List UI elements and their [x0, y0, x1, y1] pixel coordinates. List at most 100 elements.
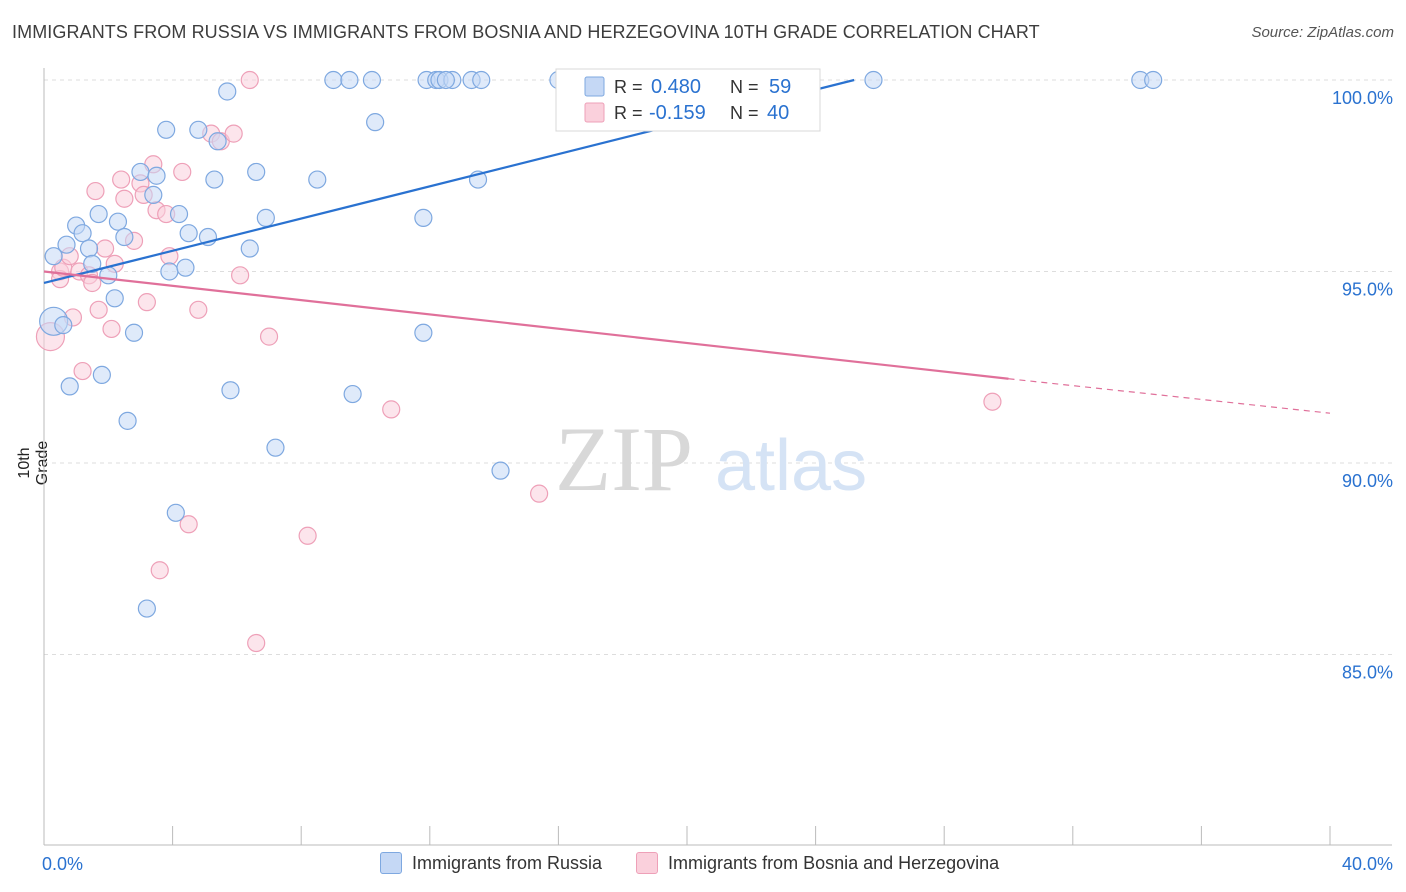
watermark-atlas: atlas — [715, 426, 867, 506]
source-label: Source: ZipAtlas.com — [1251, 24, 1394, 41]
grid-lines — [44, 79, 1392, 655]
tick-labels: 85.0% 90.0% 95.0% 100.0% 0.0% 40.0% — [42, 88, 1393, 874]
legend-bosnia-r-label: R = — [614, 103, 643, 123]
bosnia-point-34 — [247, 633, 266, 653]
russia-point-53 — [491, 461, 510, 480]
legend-russia-r-label: R = — [614, 77, 643, 97]
bosnia-point-20 — [137, 293, 156, 312]
bosnia-trend-extension — [1008, 378, 1331, 414]
russia-point-25 — [176, 258, 195, 277]
russia-point-58 — [1144, 70, 1163, 90]
russia-point-17 — [131, 162, 150, 182]
axes — [43, 68, 1392, 846]
russia-point-0 — [44, 247, 63, 266]
russia-point-44 — [414, 323, 433, 342]
series-russia-points — [39, 70, 1163, 618]
russia-point-24 — [166, 503, 185, 522]
russia-point-10 — [92, 365, 111, 385]
bosnia-point-37 — [382, 400, 401, 419]
russia-point-23 — [169, 204, 189, 224]
bosnia-point-11 — [89, 300, 108, 319]
bosnia-point-12 — [95, 239, 115, 258]
legend-swatch-bosnia — [584, 102, 605, 123]
russia-point-26 — [179, 224, 198, 243]
legend-swatch-russia — [584, 76, 605, 97]
legend-item-bosnia: Immigrants from Bosnia and Herzegovina — [636, 852, 999, 874]
watermark: ZIP atlas — [555, 408, 867, 510]
y-tick-label-0: 85.0% — [1342, 663, 1393, 683]
bosnia-point-35 — [259, 327, 279, 346]
russia-point-30 — [208, 132, 227, 151]
legend-bosnia-n-label: N = — [730, 103, 759, 123]
russia-point-49 — [436, 70, 455, 90]
russia-point-21 — [157, 120, 176, 139]
russia-point-39 — [340, 70, 359, 90]
legend-russia-n-label: N = — [730, 77, 759, 97]
russia-point-41 — [343, 384, 362, 404]
russia-point-12 — [105, 289, 124, 308]
russia-point-43 — [414, 208, 433, 227]
legend-box: R = 0.480 N = 59 R = -0.159 N = 40 — [555, 68, 821, 132]
russia-point-35 — [256, 208, 275, 227]
bosnia-point-39 — [983, 392, 1002, 411]
y-tick-label-2: 95.0% — [1342, 280, 1393, 300]
legend-bottom-swatch-russia — [380, 852, 402, 874]
russia-point-56 — [864, 70, 883, 90]
russia-point-37 — [308, 170, 327, 189]
bosnia-point-31 — [224, 124, 243, 143]
bosnia-point-28 — [189, 300, 208, 319]
bosnia-point-32 — [231, 266, 250, 285]
bosnia-point-36 — [298, 526, 317, 545]
russia-point-9 — [89, 204, 108, 224]
bosnia-point-26 — [173, 162, 192, 182]
russia-point-27 — [189, 120, 208, 139]
russia-point-32 — [221, 381, 240, 400]
bosnia-point-23 — [150, 561, 169, 580]
x-tick-label-1: 40.0% — [1342, 854, 1393, 874]
legend-bosnia-n-value: 40 — [767, 102, 789, 124]
russia-point-3 — [57, 235, 76, 254]
russia-point-29 — [205, 170, 224, 189]
russia-point-31 — [218, 82, 237, 101]
russia-point-19 — [144, 185, 163, 204]
russia-point-42 — [366, 113, 385, 132]
bosnia-point-13 — [102, 319, 121, 339]
x-tick-label-0: 0.0% — [42, 854, 83, 874]
bosnia-point-38 — [530, 484, 549, 503]
russia-point-34 — [247, 162, 266, 182]
legend-bosnia-r-value: -0.159 — [649, 102, 706, 124]
chart-title: IMMIGRANTS FROM RUSSIA VS IMMIGRANTS FRO… — [12, 22, 1040, 42]
russia-point-15 — [118, 411, 137, 430]
russia-point-36 — [266, 438, 285, 457]
russia-point-40 — [362, 70, 382, 90]
bosnia-point-33 — [240, 70, 259, 90]
bosnia-point-15 — [112, 170, 131, 189]
russia-point-18 — [137, 599, 156, 618]
bosnia-point-7 — [73, 361, 92, 381]
russia-point-7 — [79, 239, 99, 258]
series-bosnia-points — [35, 70, 1002, 653]
legend-bottom-label-bosnia: Immigrants from Bosnia and Herzegovina — [668, 852, 1000, 873]
legend-bottom-swatch-bosnia — [636, 852, 659, 874]
russia-point-6 — [73, 224, 92, 243]
bosnia-point-27 — [179, 515, 198, 534]
legend-bottom-label-russia: Immigrants from Russia — [412, 852, 603, 873]
russia-point-20 — [147, 166, 166, 185]
russia-point-14 — [115, 227, 134, 247]
y-tick-label-3: 100.0% — [1332, 88, 1393, 108]
watermark-zip: ZIP — [555, 408, 693, 510]
russia-point-33 — [240, 239, 259, 258]
legend-russia-r-value: 0.480 — [651, 76, 701, 98]
russia-point-8 — [83, 254, 102, 273]
russia-point-38 — [324, 70, 343, 90]
y-tick-label-1: 90.0% — [1342, 471, 1393, 491]
russia-point-22 — [160, 262, 179, 281]
russia-point-13 — [108, 212, 128, 231]
bottom-legend: Immigrants from Russia Immigrants from B… — [380, 852, 1021, 874]
bosnia-point-16 — [115, 189, 134, 208]
russia-point-52 — [472, 70, 491, 90]
legend-russia-n-value: 59 — [769, 76, 791, 98]
legend-item-russia: Immigrants from Russia — [380, 852, 602, 874]
russia-point-16 — [124, 323, 144, 342]
